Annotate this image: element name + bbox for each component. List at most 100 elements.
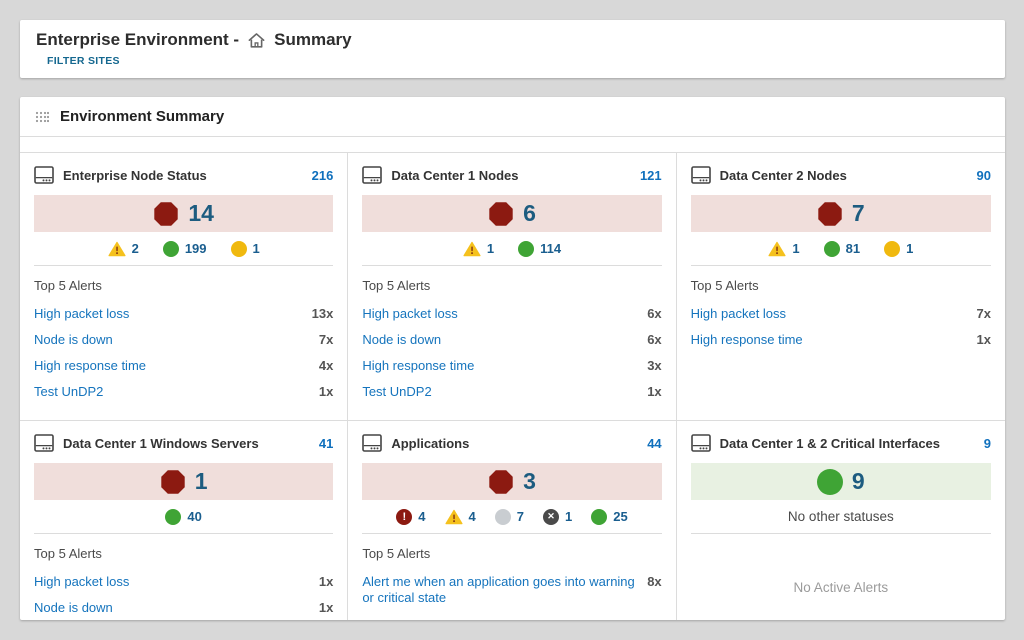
up-circle-icon [518, 240, 535, 257]
alert-row: High packet loss 13x [34, 306, 333, 322]
down-count[interactable]: 1 [564, 509, 573, 524]
alert-row: High response time 3x [362, 358, 661, 374]
alert-row: High packet loss 6x [362, 306, 661, 322]
alert-link[interactable]: High packet loss [34, 306, 130, 321]
status-row: 4 4 7 1 25 [348, 500, 675, 533]
alert-count: 1x [647, 384, 662, 399]
yellow-count[interactable]: 1 [252, 241, 260, 256]
alert-link[interactable]: High response time [690, 332, 803, 347]
alerts-title: Top 5 Alerts [690, 278, 759, 293]
critical-status-band: 7 [690, 195, 991, 232]
tile-total-link[interactable]: 216 [311, 167, 334, 183]
tile-total-link[interactable]: 44 [647, 435, 662, 451]
tile-critical-interfaces: Data Center 1 & 2 Critical Interfaces 9 … [677, 421, 1005, 620]
status-row: 1 81 1 [677, 232, 1005, 265]
alert-row: High response time 1x [691, 332, 991, 348]
tile-total-link[interactable]: 41 [318, 435, 334, 451]
up-count[interactable]: 199 [184, 241, 207, 256]
critical-app-count[interactable]: 4 [418, 509, 426, 524]
alert-link[interactable]: Test UnDP2 [362, 384, 432, 399]
critical-octagon-icon [817, 201, 843, 227]
alert-link[interactable]: High packet loss [362, 306, 458, 321]
alert-link[interactable]: High response time [34, 358, 146, 373]
alert-count: 6x [647, 306, 662, 321]
resource-icon [34, 434, 54, 452]
up-circle-icon [816, 468, 843, 495]
alert-link[interactable]: Node is down [34, 600, 113, 615]
tile-title: Applications [391, 435, 470, 451]
tile-data-center-1-windows-servers: Data Center 1 Windows Servers 41 1 40 To… [20, 421, 349, 620]
tile-total-link[interactable]: 9 [983, 435, 991, 451]
critical-octagon-icon [488, 469, 514, 495]
warning-count[interactable]: 1 [486, 241, 495, 256]
tile-title: Enterprise Node Status [63, 167, 207, 183]
warning-triangle-icon [463, 241, 481, 257]
alert-row: Node is down 7x [34, 332, 333, 348]
critical-status-band: 6 [362, 195, 662, 232]
alert-link[interactable]: High packet loss [34, 574, 130, 589]
tile-title: Data Center 1 Nodes [391, 167, 519, 183]
alert-count: 1x [318, 574, 334, 589]
tile-data-center-2-nodes: Data Center 2 Nodes 90 7 1 81 [676, 153, 1005, 421]
up-count[interactable]: 114 [540, 241, 562, 256]
divider [362, 533, 662, 534]
warning-count[interactable]: 2 [131, 241, 139, 256]
critical-count[interactable]: 3 [523, 468, 536, 494]
alert-row: Test UnDP2 1x [34, 384, 333, 400]
warning-count[interactable]: 4 [468, 509, 476, 524]
critical-count[interactable]: 14 [188, 200, 214, 226]
alert-link[interactable]: High response time [362, 358, 475, 373]
alert-count: 3x [647, 358, 662, 373]
up-count[interactable]: 81 [845, 241, 861, 256]
divider [690, 265, 991, 266]
tile-enterprise-node-status: Enterprise Node Status 216 14 2 19 [20, 153, 349, 421]
resource-icon [362, 434, 383, 452]
up-count[interactable]: 40 [187, 509, 202, 524]
tile-total-link[interactable]: 90 [976, 167, 991, 183]
alert-row: Node is down 6x [362, 332, 661, 348]
critical-octagon-icon [160, 469, 186, 495]
up-circle-icon [165, 508, 182, 525]
alert-row: High packet loss 7x [691, 306, 991, 322]
tile-title: Data Center 1 Windows Servers [63, 435, 259, 451]
critical-count[interactable]: 7 [851, 200, 865, 226]
drag-handle-icon[interactable] [35, 111, 49, 123]
alert-count: 7x [318, 332, 334, 347]
alert-link[interactable]: High packet loss [690, 306, 787, 321]
warning-triangle-icon [768, 241, 786, 257]
alert-link[interactable]: Alert me when an application goes into w… [362, 574, 635, 605]
critical-count[interactable]: 6 [523, 200, 536, 226]
no-other-statuses-text: No other statuses [787, 509, 894, 524]
status-row: 2 199 1 [20, 232, 347, 265]
alert-link[interactable]: Node is down [34, 332, 113, 347]
critical-status-band: 14 [34, 195, 334, 232]
warning-count[interactable]: 1 [792, 241, 800, 256]
up-circle-icon [823, 240, 840, 257]
page-title-prefix: Enterprise Environment - [36, 30, 240, 49]
alert-link[interactable]: Test UnDP2 [34, 384, 104, 399]
alerts-title: Top 5 Alerts [34, 278, 102, 293]
resource-icon [690, 166, 711, 184]
alert-count: 6x [647, 332, 662, 347]
critical-count[interactable]: 1 [194, 468, 208, 494]
yellow-count[interactable]: 1 [906, 241, 914, 256]
divider [34, 265, 334, 266]
no-active-alerts-text: No Active Alerts [793, 580, 889, 595]
down-circle-icon [542, 508, 559, 525]
yellow-circle-icon [884, 240, 901, 257]
filter-sites-link[interactable]: FILTER SITES [47, 55, 120, 67]
unknown-count[interactable]: 7 [516, 509, 524, 524]
resource-icon [690, 434, 711, 452]
critical-status-band: 1 [34, 463, 334, 500]
page-header: Enterprise Environment - Summary FILTER … [20, 20, 1005, 78]
alert-link[interactable]: Node is down [362, 332, 442, 347]
up-count[interactable]: 25 [613, 509, 628, 524]
divider [690, 533, 991, 534]
alert-count: 1x [976, 332, 991, 347]
up-circle-icon [591, 508, 608, 525]
alert-count: 4x [318, 358, 334, 373]
up-count[interactable]: 9 [851, 468, 865, 494]
critical-octagon-icon [153, 201, 179, 227]
tile-total-link[interactable]: 121 [639, 167, 662, 183]
ok-status-band: 9 [690, 463, 991, 500]
